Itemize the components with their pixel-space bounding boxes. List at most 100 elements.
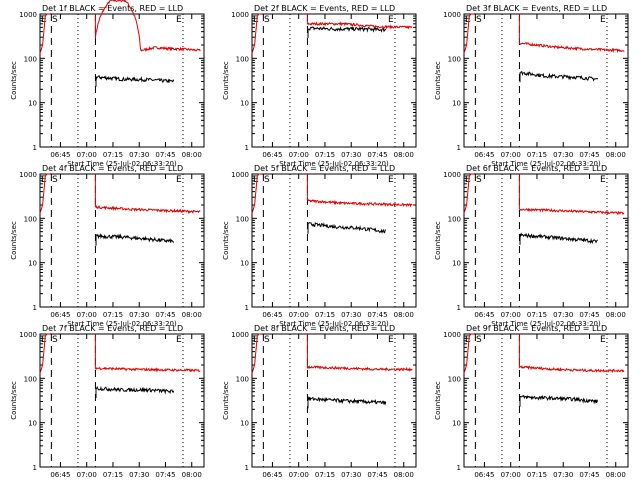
panel-det-9: Det 9f BLACK = Events, RED = LLD 1 10 100 10… <box>434 324 629 479</box>
panel-det-1: Det 1f BLACK = Events, RED = LLD 1 10 100 10… <box>10 0 205 168</box>
y-tick-label: 1000 <box>231 171 249 179</box>
y-tick-label: 1 <box>457 464 461 472</box>
x-tick-label: 07:30 <box>129 471 149 479</box>
marker-e1: E <box>253 335 259 345</box>
marker-e2: E <box>600 175 606 185</box>
marker-s: S <box>264 335 270 345</box>
events-series-line <box>307 25 387 38</box>
panel-title: Det 9f BLACK = Events, RED = LLD <box>466 324 607 333</box>
y-axis-label: Counts/sec <box>10 221 18 260</box>
marker-e1: E <box>41 175 47 185</box>
marker-e1: E <box>253 175 259 185</box>
y-tick-label: 10 <box>452 100 461 108</box>
lld-series-line <box>39 173 201 215</box>
y-tick-label: 10 <box>28 260 37 268</box>
x-tick-label: 07:15 <box>527 151 547 159</box>
y-tick-label: 1 <box>245 304 249 312</box>
lld-series-line <box>39 333 201 374</box>
y-tick-label: 10 <box>240 100 249 108</box>
marker-e2: E <box>600 335 606 345</box>
marker-e2: E <box>388 175 394 185</box>
panel-title: Det 1f BLACK = Events, RED = LLD <box>42 4 183 13</box>
plot-frame <box>251 173 417 308</box>
x-tick-label: 07:15 <box>315 311 335 319</box>
x-tick-label: 08:00 <box>182 151 202 159</box>
x-axis-label: Start Time (25-Jul-02 06:33:20) <box>491 320 601 328</box>
x-tick-label: 07:15 <box>103 471 123 479</box>
plot-frame <box>463 13 629 148</box>
x-tick-label: 07:15 <box>103 151 123 159</box>
panel-title: Det 7f BLACK = Events, RED = LLD <box>42 324 183 333</box>
x-tick-label: 06:45 <box>262 151 282 159</box>
x-tick-label: 07:45 <box>155 311 175 319</box>
plot-frame <box>463 333 629 468</box>
lld-series-line <box>463 333 625 374</box>
x-tick-label: 07:00 <box>501 151 521 159</box>
y-tick-label: 1000 <box>443 331 461 339</box>
x-tick-label: 08:00 <box>606 151 626 159</box>
marker-s: S <box>264 15 270 25</box>
marker-e1: E <box>465 335 471 345</box>
y-tick-label: 1000 <box>19 331 37 339</box>
x-tick-label: 08:00 <box>394 471 414 479</box>
x-tick-label: 07:30 <box>553 311 573 319</box>
x-tick-label: 07:45 <box>579 151 599 159</box>
x-tick-label: 07:15 <box>527 471 547 479</box>
y-tick-label: 1000 <box>231 11 249 19</box>
x-tick-label: 06:45 <box>262 471 282 479</box>
y-tick-label: 100 <box>448 215 461 223</box>
plot-frame <box>39 173 205 308</box>
x-tick-label: 07:00 <box>77 151 97 159</box>
x-tick-label: 06:45 <box>50 471 70 479</box>
lld-series-line <box>463 13 625 54</box>
y-tick-label: 1 <box>245 464 249 472</box>
plot-frame <box>251 333 417 468</box>
y-tick-label: 100 <box>236 215 249 223</box>
x-tick-label: 08:00 <box>394 311 414 319</box>
y-axis-label: Counts/sec <box>222 221 230 260</box>
x-tick-label: 07:30 <box>129 151 149 159</box>
panel-title: Det 6f BLACK = Events, RED = LLD <box>466 164 607 173</box>
x-tick-label: 07:45 <box>367 471 387 479</box>
lld-series-line <box>251 173 413 214</box>
lld-series-line <box>251 333 413 374</box>
y-tick-label: 1000 <box>443 11 461 19</box>
x-tick-label: 07:15 <box>103 311 123 319</box>
panel-title: Det 4f BLACK = Events, RED = LLD <box>42 164 183 173</box>
x-tick-label: 07:00 <box>289 311 309 319</box>
plot-frame <box>251 13 417 148</box>
x-tick-label: 07:30 <box>341 311 361 319</box>
events-series-line <box>95 385 175 398</box>
x-axis-label: Start Time (25-Jul-02 06:33:20) <box>67 160 177 168</box>
y-tick-label: 100 <box>24 215 37 223</box>
plot-frame <box>463 173 629 308</box>
y-axis-label: Counts/sec <box>222 61 230 100</box>
x-tick-label: 07:15 <box>315 151 335 159</box>
x-tick-label: 06:45 <box>474 151 494 159</box>
x-tick-label: 07:00 <box>289 471 309 479</box>
marker-e1: E <box>465 15 471 25</box>
lld-series-line <box>463 173 625 216</box>
x-tick-label: 07:30 <box>341 471 361 479</box>
x-tick-label: 07:00 <box>289 151 309 159</box>
panel-det-4: Det 4f BLACK = Events, RED = LLD 1 10 100 10… <box>10 164 205 328</box>
events-series-line <box>95 232 175 246</box>
y-tick-label: 1000 <box>19 171 37 179</box>
plot-frame <box>39 333 205 468</box>
x-tick-label: 07:15 <box>315 471 335 479</box>
panel-det-8: Det 8f BLACK = Events, RED = LLD 1 10 100 10… <box>222 324 417 479</box>
x-tick-label: 07:30 <box>553 471 573 479</box>
marker-e2: E <box>176 335 182 345</box>
x-tick-label: 08:00 <box>182 311 202 319</box>
y-axis-label: Counts/sec <box>10 61 18 100</box>
y-tick-label: 1 <box>33 144 37 152</box>
x-tick-label: 06:45 <box>50 151 70 159</box>
marker-e2: E <box>176 175 182 185</box>
panel-title: Det 3f BLACK = Events, RED = LLD <box>466 4 607 13</box>
y-axis-label: Counts/sec <box>10 381 18 420</box>
y-tick-label: 100 <box>24 375 37 383</box>
y-tick-label: 100 <box>448 55 461 63</box>
y-axis-label: Counts/sec <box>434 61 442 100</box>
x-tick-label: 06:45 <box>50 311 70 319</box>
events-series-line <box>307 222 387 234</box>
